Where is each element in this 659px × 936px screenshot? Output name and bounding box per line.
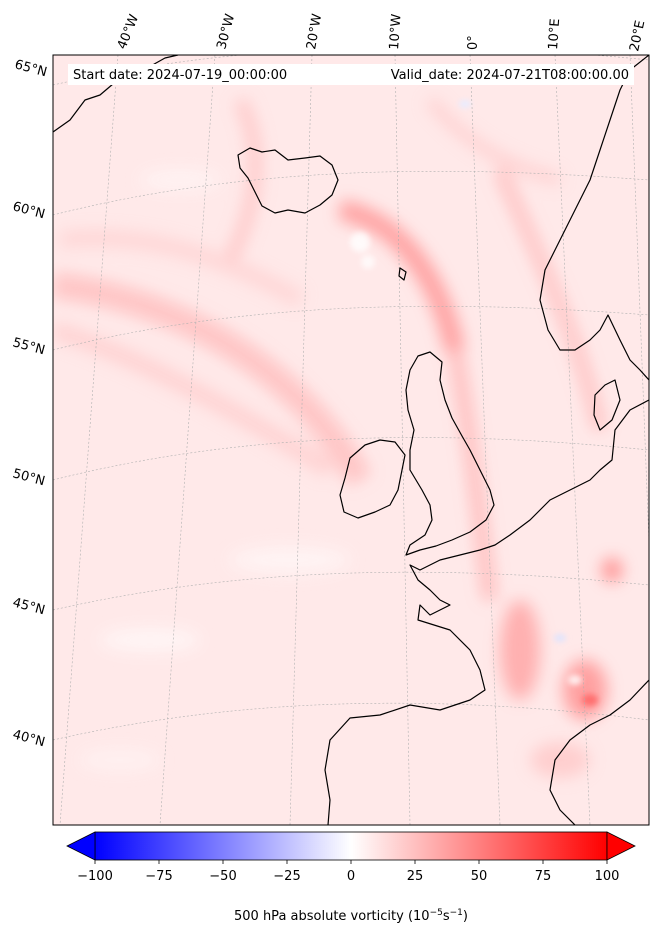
colorbar-tick-label: 0 xyxy=(347,869,355,884)
colorbar-ticks: −100 −75 −50 −25 0 25 50 75 100 xyxy=(77,860,619,884)
lat-label: 60°N xyxy=(11,199,47,222)
colorbar-tick-label: −100 xyxy=(77,869,113,884)
lon-label: 40°W xyxy=(115,12,142,51)
lon-label: 20°W xyxy=(304,13,325,51)
lon-label: 10°E xyxy=(546,18,563,50)
colorbar: −100 −75 −50 −25 0 25 50 75 100 500 hPa absolute… xyxy=(66,831,636,924)
colorbar-tick-label: −50 xyxy=(209,869,236,884)
lat-label: 45°N xyxy=(11,595,47,618)
great-britain-coast xyxy=(405,351,495,556)
lat-label: 65°N xyxy=(13,57,49,80)
lon-label: 10°W xyxy=(387,13,404,50)
map-panel xyxy=(52,54,650,826)
lat-label: 40°N xyxy=(11,727,47,750)
lon-label: 30°W xyxy=(214,12,238,51)
start-date-text: Start date: 2024-07-19_00:00:00 xyxy=(73,68,287,83)
vorticity-field xyxy=(53,96,622,778)
map-background xyxy=(53,55,649,825)
colorbar-body xyxy=(94,831,608,861)
header-box: Start date: 2024-07-19_00:00:00 Valid_da… xyxy=(68,64,634,85)
colorbar-tick-label: 25 xyxy=(407,869,424,884)
colorbar-tick-label: −75 xyxy=(145,869,172,884)
greenland-coast xyxy=(53,55,179,133)
colorbar-tick-label: 100 xyxy=(595,869,620,884)
norway-coast xyxy=(539,55,649,381)
colorbar-label: 500 hPa absolute vorticity (10−5s−1) xyxy=(234,908,468,924)
map-frame xyxy=(52,54,650,826)
longitude-labels: 40°W 30°W 20°W 10°W 0° 10°E 20°E xyxy=(115,12,649,52)
denmark-coast xyxy=(593,379,621,431)
colorbar-tick-label: −25 xyxy=(273,869,300,884)
faroe-coast xyxy=(398,267,407,281)
colorbar-min-extend xyxy=(66,831,96,861)
ireland-coast xyxy=(339,439,406,519)
continental-coast xyxy=(324,399,649,825)
lat-label: 50°N xyxy=(11,466,47,489)
valid-date-text: Valid_date: 2024-07-21T08:00:00.00 xyxy=(391,68,629,83)
lon-label: 0° xyxy=(466,35,481,50)
colorbar-max-extend xyxy=(606,831,636,861)
iberia-med-coast xyxy=(549,679,649,825)
coastlines xyxy=(53,55,649,825)
colorbar-tick-label: 50 xyxy=(471,869,488,884)
iceland-coast xyxy=(237,147,339,214)
colorbar-tick-label: 75 xyxy=(535,869,552,884)
lon-label: 20°E xyxy=(627,19,648,53)
latitude-labels: 65°N 60°N 55°N 50°N 45°N 40°N xyxy=(11,57,49,750)
lat-label: 55°N xyxy=(11,335,47,358)
